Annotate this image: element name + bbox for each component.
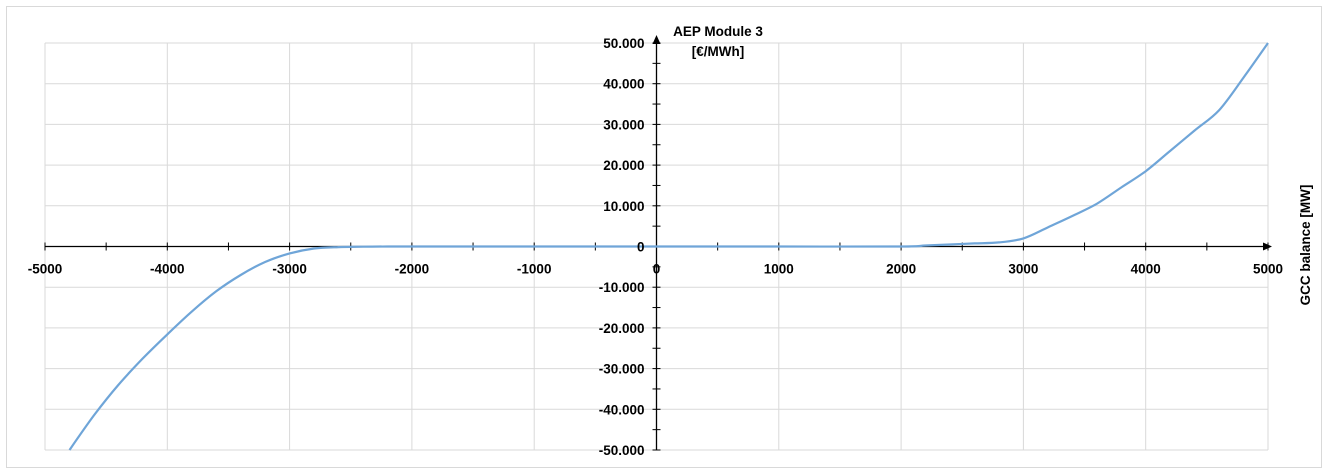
x-tick-label: 3000 [1008,262,1038,277]
tick-labels: -5000 -4000 -3000 -2000 -1000 0 1000 2000 3000 40… [28,36,1283,458]
y-tick-label: 40.000 [603,77,644,92]
x-tick-label: 5000 [1253,262,1283,277]
y-tick-label: -40.000 [599,402,645,417]
chart-frame [6,6,1322,468]
x-tick-label: -5000 [28,262,63,277]
x-tick-label: 1000 [764,262,794,277]
y-axis-title-line-1: AEP Module 3 [673,24,763,39]
y-tick-label: -30.000 [599,362,645,377]
x-tick-label: -1000 [517,262,552,277]
axes [44,35,1272,451]
y-tick-label: -50.000 [599,443,645,458]
x-tick-label: 0 [653,262,661,277]
y-axis-arrow [652,35,661,44]
x-tick-label: -3000 [272,262,307,277]
series-line [68,42,1269,451]
x-tick-label: 2000 [886,262,916,277]
y-tick-label: -10.000 [599,280,645,295]
x-axis-title: GCC balance [MW] [1298,185,1313,306]
y-tick-label: 0 [637,240,645,255]
y-tick-label: 30.000 [603,117,644,132]
series-layer [68,42,1269,451]
y-tick-label: 20.000 [603,158,644,173]
y-tick-label: 50.000 [603,36,644,51]
y-tick-label: -20.000 [599,321,645,336]
x-tick-label: -2000 [395,262,430,277]
y-axis-title-line-2: [€/MWh] [692,44,744,59]
x-tick-label: 4000 [1131,262,1161,277]
y-tick-label: 10.000 [603,199,644,214]
x-tick-label: -4000 [150,262,185,277]
